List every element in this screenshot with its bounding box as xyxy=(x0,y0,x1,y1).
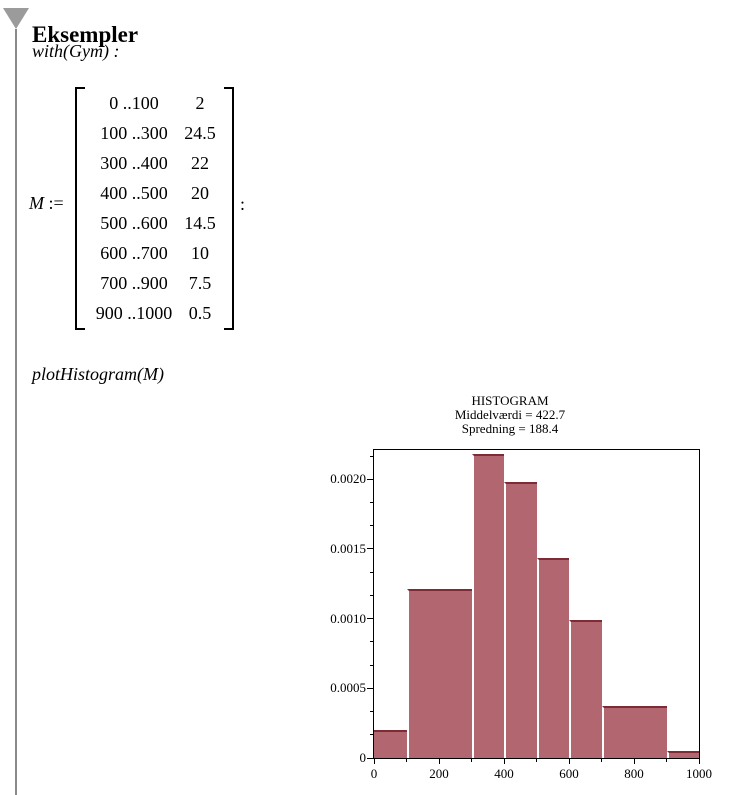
histogram-bar xyxy=(666,751,699,758)
x-axis-major-tick xyxy=(568,759,570,764)
x-axis-major-tick xyxy=(698,759,700,764)
y-axis-minor-tick xyxy=(370,455,373,457)
y-axis-tick-label: 0 xyxy=(359,750,367,765)
x-axis-major-tick xyxy=(438,759,440,764)
y-axis-major-tick xyxy=(367,618,373,620)
x-axis-major-tick xyxy=(373,759,375,764)
y-axis-tick-label: 0.0015 xyxy=(330,540,366,556)
x-axis-minor-tick xyxy=(406,759,407,762)
plot-subtitle-spread: Spredning = 188.4 xyxy=(461,421,559,436)
matrix-interval: 900 ..1000 xyxy=(95,302,173,323)
plot-title-block: HISTOGRAM Middelværdi = 422.7 Spredning … xyxy=(345,394,675,436)
matrix-value: 2 xyxy=(195,92,205,113)
x-axis-tick-label: 800 xyxy=(624,766,644,781)
y-axis-major-tick xyxy=(367,478,373,480)
plot-subtitle-mean: Middelværdi = 422.7 xyxy=(454,407,566,422)
matrix-row: 0 ..100 2 xyxy=(88,88,220,118)
section-boundary-line xyxy=(15,29,17,795)
x-axis-tick-label: 200 xyxy=(429,766,449,781)
matrix-name: M xyxy=(29,193,44,213)
x-axis-minor-tick xyxy=(666,759,667,762)
matrix-value: 10 xyxy=(191,242,209,263)
matrix-value: 7.5 xyxy=(188,272,212,293)
y-axis-minor-tick xyxy=(370,501,373,503)
matrix-row: 500 ..600 14.5 xyxy=(88,208,220,238)
statement-terminator: : xyxy=(240,194,246,214)
y-axis-minor-tick xyxy=(370,711,373,713)
matrix-assignment-lhs: M := xyxy=(29,193,68,214)
matrix-interval: 500 ..600 xyxy=(100,212,168,233)
matrix-interval: 300 ..400 xyxy=(100,152,168,173)
x-axis-tick-label: 1000 xyxy=(686,766,712,781)
x-axis-tick-label: 400 xyxy=(494,766,514,781)
matrix-row: 400 ..500 20 xyxy=(88,178,220,208)
y-axis-major-tick xyxy=(367,548,373,550)
y-axis-minor-tick xyxy=(370,525,373,527)
matrix-row: 300 ..400 22 xyxy=(88,148,220,178)
plot-box[interactable] xyxy=(373,449,700,759)
histogram-bar xyxy=(406,588,472,758)
plot-title: HISTOGRAM xyxy=(471,393,549,408)
matrix-row: 600 ..700 10 xyxy=(88,238,220,268)
x-axis-tick-label: 600 xyxy=(559,766,579,781)
x-axis-major-tick xyxy=(633,759,635,764)
matrix-bracket-right xyxy=(224,87,234,330)
y-axis-minor-tick xyxy=(370,571,373,573)
matrix-row: 100 ..300 24.5 xyxy=(88,118,220,148)
x-axis-tick-label: 0 xyxy=(370,766,378,781)
y-axis-minor-tick xyxy=(370,594,373,596)
assign-operator: := xyxy=(48,193,69,213)
y-axis-minor-tick xyxy=(370,734,373,736)
plot-area: HISTOGRAM Middelværdi = 422.7 Spredning … xyxy=(330,394,712,782)
matrix-value: 22 xyxy=(191,152,209,173)
y-axis-minor-tick xyxy=(370,664,373,666)
matrix-bracket-left xyxy=(75,87,85,330)
x-axis-major-tick xyxy=(503,759,505,764)
y-axis-tick-label: 0.0005 xyxy=(330,680,366,696)
histogram-bar xyxy=(471,454,504,758)
command-with-gym[interactable]: with(Gym) : xyxy=(32,41,120,61)
section-title: Eksempler xyxy=(32,22,139,48)
matrix-value: 14.5 xyxy=(184,212,216,233)
matrix-value: 20 xyxy=(191,182,209,203)
histogram-bar xyxy=(569,620,602,758)
matrix-row: 900 ..1000 0.5 xyxy=(88,298,220,328)
y-axis-minor-tick xyxy=(370,641,373,643)
command-plot-histogram[interactable]: plotHistogram(M) xyxy=(32,364,164,384)
section-collapse-triangle-icon[interactable] xyxy=(3,8,29,29)
matrix-value: 24.5 xyxy=(184,122,216,143)
y-axis-tick-label: 0.0020 xyxy=(330,471,366,487)
matrix-interval: 100 ..300 xyxy=(100,122,168,143)
histogram-bar xyxy=(374,730,407,758)
matrix-value: 0.5 xyxy=(188,302,212,323)
x-axis-minor-tick xyxy=(471,759,472,762)
matrix-rows: 0 ..100 2 100 ..300 24.5 300 ..400 22 400 .… xyxy=(88,88,220,328)
x-axis-minor-tick xyxy=(601,759,602,762)
histogram-bar xyxy=(601,706,667,758)
matrix-interval: 700 ..900 xyxy=(100,272,168,293)
y-axis-tick-label: 0.0010 xyxy=(330,610,366,626)
y-axis-major-tick xyxy=(367,687,373,689)
matrix-interval: 600 ..700 xyxy=(100,242,168,263)
matrix-interval: 400 ..500 xyxy=(100,182,168,203)
y-axis-major-tick xyxy=(367,757,373,759)
histogram-bar xyxy=(504,482,537,758)
matrix-row: 700 ..900 7.5 xyxy=(88,268,220,298)
matrix-interval: 0 ..100 xyxy=(109,92,159,113)
histogram-bar xyxy=(536,557,569,758)
x-axis-minor-tick xyxy=(536,759,537,762)
